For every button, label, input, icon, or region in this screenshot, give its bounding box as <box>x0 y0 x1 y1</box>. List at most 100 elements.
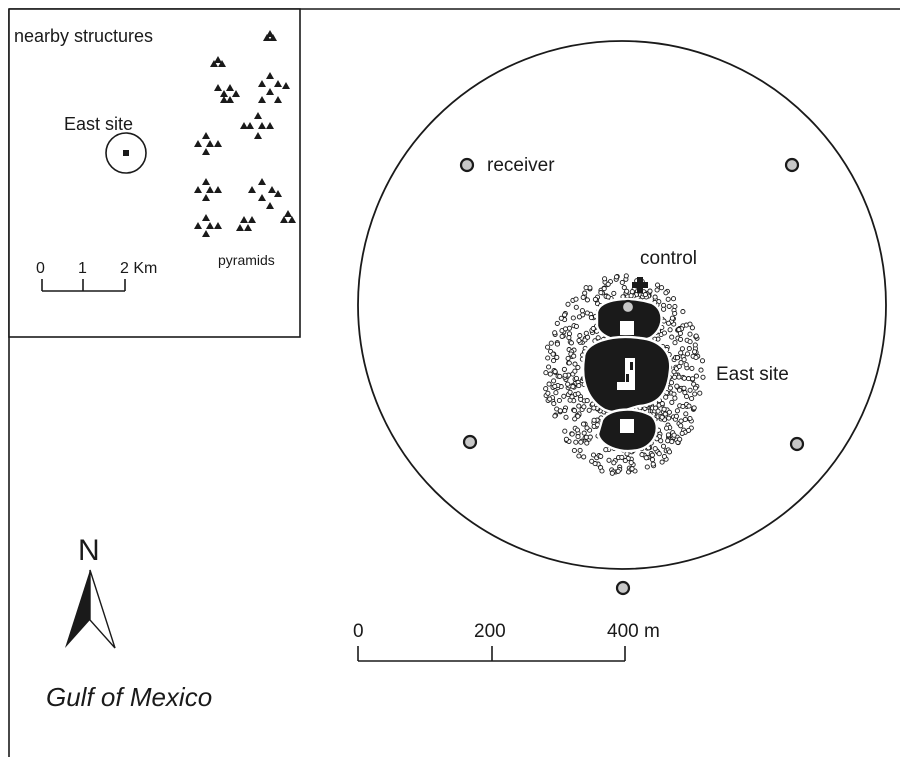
survey-point <box>584 425 590 431</box>
receiver-station-icon <box>620 299 636 315</box>
survey-point <box>601 286 607 292</box>
inset-pyramids-label: pyramids <box>218 252 275 268</box>
survey-point <box>649 457 656 463</box>
survey-point <box>592 296 598 302</box>
survey-point <box>639 452 645 458</box>
survey-point <box>603 447 609 453</box>
survey-point <box>693 373 699 379</box>
survey-point <box>692 391 698 397</box>
survey-point <box>583 330 589 336</box>
survey-point <box>666 449 673 455</box>
survey-point <box>605 281 611 287</box>
inset-site-circle <box>105 132 147 174</box>
survey-point <box>581 454 587 460</box>
survey-point <box>654 282 661 288</box>
pyramid-triangle-icon <box>214 186 222 193</box>
survey-point <box>659 414 665 420</box>
survey-point <box>690 376 696 382</box>
pyramid-triangle-icon <box>248 216 256 223</box>
pyramid-triangle-icon <box>214 140 222 147</box>
survey-point <box>547 396 553 402</box>
survey-point <box>565 381 571 387</box>
survey-point <box>687 321 693 327</box>
survey-point <box>584 310 590 316</box>
survey-point <box>683 362 689 368</box>
water-label: Gulf of Mexico <box>46 682 212 712</box>
survey-point <box>652 446 658 452</box>
survey-point <box>629 289 635 295</box>
survey-point <box>548 340 554 346</box>
survey-point <box>680 403 686 410</box>
pyramid-triangle-icon <box>202 230 210 237</box>
survey-point <box>676 374 682 380</box>
pyramid-triangle-icon <box>246 122 254 129</box>
survey-point <box>683 411 689 417</box>
north-label: N <box>78 534 100 567</box>
survey-point <box>577 447 583 453</box>
pyramid-triangle-icon <box>254 132 262 139</box>
survey-point <box>581 430 587 436</box>
survey-point <box>659 401 665 407</box>
pyramid-triangle-icon <box>274 190 282 197</box>
survey-point <box>569 431 575 437</box>
pyramid-triangle-icon <box>266 30 274 37</box>
pyramid-triangle-icon <box>202 214 210 221</box>
inset-scale-label-1: 1 <box>78 260 87 277</box>
pyramid-triangle-icon <box>206 140 214 147</box>
survey-point <box>611 290 617 296</box>
survey-point <box>566 335 572 341</box>
pyramid-triangle-icon <box>214 222 222 229</box>
survey-point <box>677 387 683 393</box>
survey-point <box>679 430 685 436</box>
survey-point <box>622 458 628 464</box>
survey-point <box>606 457 612 463</box>
receiver-station-icon <box>784 157 800 173</box>
survey-point <box>621 285 627 291</box>
survey-point <box>554 341 560 347</box>
survey-point <box>550 351 556 357</box>
survey-point <box>563 436 569 442</box>
inset-frame <box>8 8 301 338</box>
survey-point <box>692 385 699 391</box>
survey-point <box>674 355 680 361</box>
survey-point <box>584 440 590 446</box>
pyramid-triangle-icon <box>220 96 228 103</box>
survey-point <box>568 340 574 346</box>
survey-point <box>673 413 679 419</box>
pyramid-triangle-icon <box>236 224 244 231</box>
survey-point <box>689 365 695 371</box>
survey-point <box>678 423 684 429</box>
survey-point <box>545 344 551 350</box>
survey-point <box>623 273 629 279</box>
survey-point <box>545 355 551 361</box>
pyramid-triangle-icon <box>218 60 226 67</box>
inset-scale-label-2: 2 Km <box>120 260 157 277</box>
survey-point <box>671 391 677 397</box>
survey-point <box>684 393 690 400</box>
survey-area-circle <box>357 40 887 570</box>
survey-point <box>575 413 581 419</box>
survey-point <box>584 297 590 303</box>
pyramid-triangle-icon <box>226 84 234 91</box>
survey-point <box>609 470 615 476</box>
survey-point <box>693 354 699 361</box>
survey-point <box>580 421 587 427</box>
survey-point <box>576 403 582 409</box>
pyramid-triangle-icon <box>214 84 222 91</box>
survey-point <box>588 315 594 321</box>
survey-point <box>687 415 693 422</box>
survey-point <box>677 336 684 342</box>
survey-point <box>571 447 577 454</box>
survey-point <box>679 346 685 352</box>
pyramid-triangle-icon <box>288 216 296 223</box>
pyramid-triangle-icon <box>258 80 266 87</box>
survey-point <box>557 373 563 379</box>
survey-point <box>624 451 630 457</box>
survey-point <box>571 408 578 414</box>
survey-point <box>598 290 604 296</box>
pyramid-triangle-icon <box>258 96 266 103</box>
pyramid-triangle-icon <box>282 82 290 89</box>
structure-north <box>620 321 634 335</box>
survey-point <box>664 425 670 431</box>
survey-point <box>698 367 704 373</box>
